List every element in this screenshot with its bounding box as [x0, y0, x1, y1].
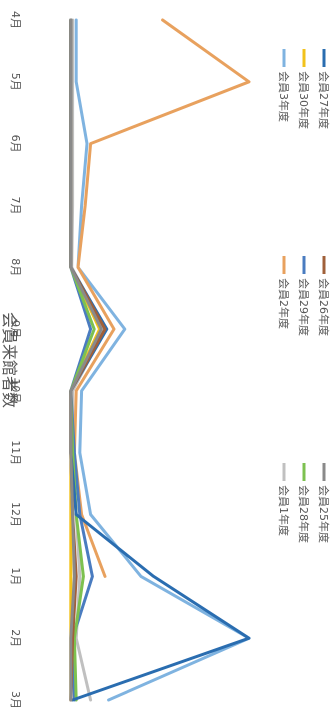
- legend-label: 会員1年度: [277, 485, 291, 536]
- x-tick-label: 11月: [9, 440, 22, 465]
- legend-label: 会員29年度: [297, 278, 311, 336]
- x-tick-label: 5月: [9, 73, 22, 91]
- x-tick-label: 7月: [9, 197, 22, 215]
- legend-label: 会員2年度: [277, 278, 291, 329]
- plot-area: [69, 18, 251, 702]
- x-tick-label: 3月: [9, 691, 22, 709]
- legend-label: 会員26年度: [317, 278, 331, 336]
- x-tick-label: 9月: [9, 320, 22, 338]
- x-tick-label: 2月: [9, 629, 22, 647]
- legend-label: 会員27年度: [317, 71, 331, 129]
- x-tick-label: 1月: [9, 567, 22, 585]
- series-line-0: [74, 18, 251, 702]
- series-line-6: [69, 18, 251, 702]
- x-axis-ticks: 4月 5月 6月 7月 8月 9月 10月 11月 12月 1月 2月 3月: [9, 11, 22, 709]
- legend-label: 会員28年度: [297, 485, 311, 543]
- legend-label: 会員3年度: [277, 71, 291, 122]
- legend-label: 会員25年度: [317, 485, 331, 543]
- x-tick-label: 4月: [9, 11, 22, 29]
- x-tick-label: 12月: [9, 502, 22, 527]
- legend-label: 会員30年度: [297, 71, 311, 129]
- series-line-8: [69, 18, 103, 702]
- series-line-7: [69, 18, 107, 702]
- x-tick-label: 8月: [9, 258, 22, 276]
- x-tick-label: 6月: [9, 135, 22, 153]
- chart-title: 会員来館者数: [0, 312, 19, 408]
- x-tick-label: 10月: [9, 378, 22, 403]
